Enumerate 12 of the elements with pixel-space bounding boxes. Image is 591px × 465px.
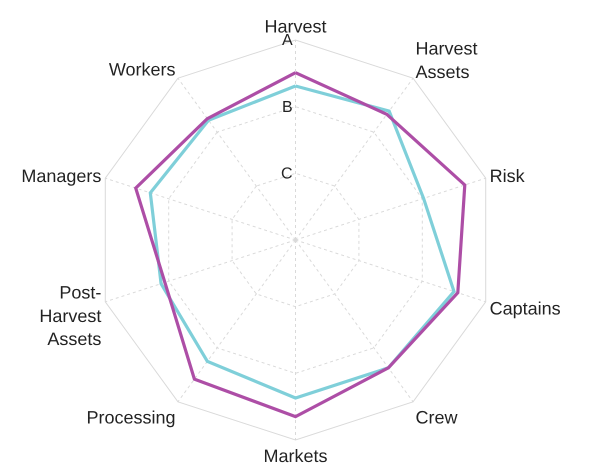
spoke-label: Processing [86, 407, 176, 428]
y-tick-label: B [282, 98, 293, 116]
spoke-label: Managers [21, 166, 102, 186]
spoke-label: Captains [490, 298, 561, 319]
spoke-label: Crew [415, 407, 458, 428]
y-tick-label: A [282, 32, 293, 50]
spoke-label: Risk [490, 166, 526, 186]
spoke-label: Harvest Assets [415, 38, 478, 82]
spoke-label: Post-Harvest Assets [39, 282, 102, 350]
spoke-label: Workers [108, 60, 176, 80]
y-tick-label: C [281, 166, 293, 183]
spoke-label: Markets [263, 446, 328, 465]
